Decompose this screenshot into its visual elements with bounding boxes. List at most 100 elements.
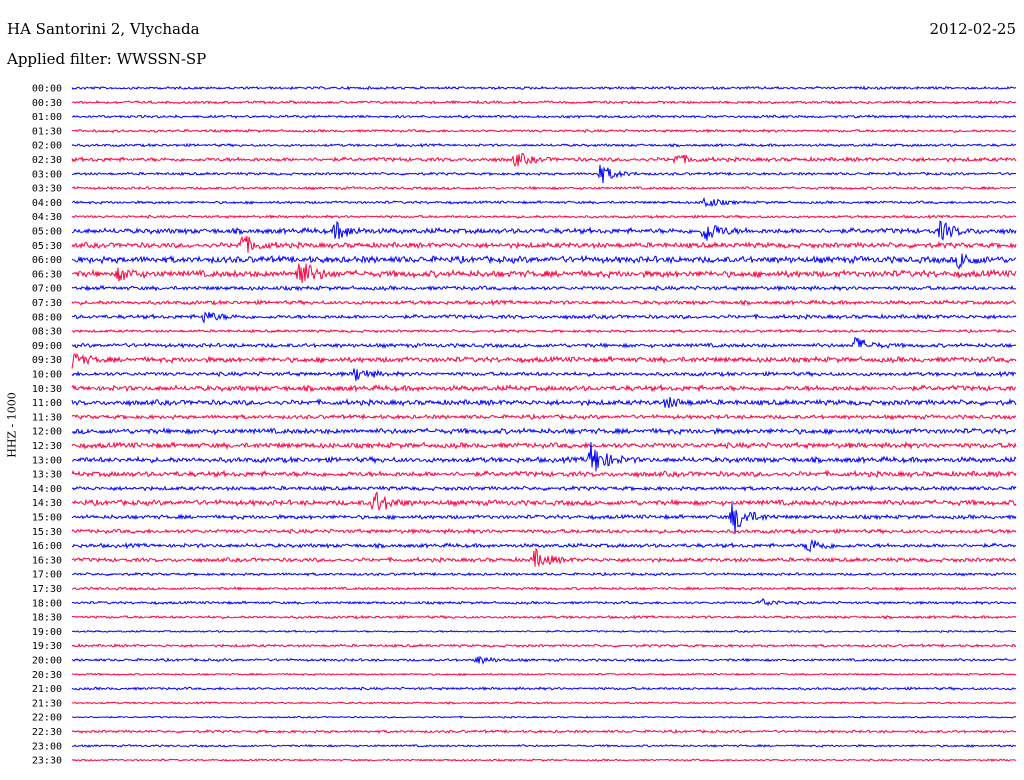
time-tick-label: 13:00: [32, 455, 62, 466]
time-tick-label: 07:30: [32, 298, 62, 309]
time-tick-label: 16:00: [32, 541, 62, 552]
trace-line: [71, 99, 1017, 105]
time-tick-label: 11:30: [32, 412, 62, 423]
time-tick-label: 04:00: [32, 198, 62, 209]
time-tick-label: 17:30: [32, 584, 62, 595]
time-tick-label: 09:30: [32, 355, 62, 366]
trace-line: [71, 368, 1017, 382]
time-tick-label: 08:00: [32, 312, 62, 323]
trace-line: [72, 571, 1017, 577]
trace-line: [71, 196, 1017, 208]
trace-line: [71, 538, 1017, 553]
time-tick-label: 23:30: [32, 756, 62, 767]
time-tick-label: 03:00: [32, 169, 62, 180]
trace-line: [71, 597, 1017, 607]
time-tick-label: 22:30: [32, 727, 62, 738]
trace-line: [71, 442, 1017, 472]
time-tick-label: 17:00: [32, 570, 62, 581]
trace-line: [71, 383, 1017, 393]
trace-line: [71, 629, 1017, 634]
trace-line: [71, 715, 1017, 719]
trace-line: [71, 128, 1017, 134]
trace-line: [71, 298, 1017, 307]
trace-line: [71, 701, 1017, 705]
time-tick-label: 15:30: [32, 527, 62, 538]
time-tick-label: 01:30: [32, 126, 62, 137]
trace-line: [71, 412, 1017, 421]
time-tick-label: 20:30: [32, 670, 62, 681]
trace-line: [71, 85, 1017, 91]
time-tick-label: 01:00: [32, 112, 62, 123]
time-tick-label: 22:00: [32, 713, 62, 724]
time-tick-label: 05:30: [32, 241, 62, 252]
time-tick-label: 00:30: [32, 98, 62, 109]
trace-line: [71, 484, 1017, 492]
time-tick-label: 00:00: [32, 84, 62, 95]
time-tick-label: 05:00: [32, 227, 62, 238]
trace-line: [71, 548, 1017, 568]
trace-line: [71, 527, 1017, 536]
trace-line: [71, 396, 1017, 409]
trace-line: [71, 214, 1017, 220]
trace-line: [71, 469, 1017, 479]
trace-line: [71, 152, 1017, 167]
time-tick-label: 23:00: [32, 741, 62, 752]
trace-line: [71, 426, 1017, 436]
time-tick-label: 06:30: [32, 269, 62, 280]
time-tick-label: 09:00: [32, 341, 62, 352]
trace-line: [71, 686, 1017, 692]
trace-line: [71, 728, 1017, 734]
trace-line: [71, 614, 1017, 620]
trace-line: [71, 643, 1017, 649]
time-tick-label: 07:00: [32, 284, 62, 295]
trace-line: [71, 503, 1017, 534]
trace-line: [71, 586, 1017, 591]
trace-line: [71, 114, 1017, 120]
time-tick-label: 14:30: [32, 498, 62, 509]
time-tick-label: 15:00: [32, 513, 62, 524]
time-tick-label: 04:30: [32, 212, 62, 223]
time-tick-labels: 00:00 00:30 01:00 01:30 02:00 02:30 03:00 03:30…: [32, 84, 62, 767]
time-tick-label: 13:30: [32, 470, 62, 481]
trace-line: [71, 328, 1017, 334]
trace-line: [71, 185, 1017, 191]
time-tick-label: 10:00: [32, 370, 62, 381]
time-tick-label: 19:00: [32, 627, 62, 638]
time-tick-label: 16:30: [32, 555, 62, 566]
time-tick-label: 18:30: [32, 613, 62, 624]
seismic-traces: [71, 85, 1017, 762]
time-tick-label: 06:00: [32, 255, 62, 266]
time-tick-label: 02:30: [32, 155, 62, 166]
time-tick-label: 03:30: [32, 184, 62, 195]
time-tick-label: 02:00: [32, 141, 62, 152]
trace-line: [71, 263, 1017, 284]
time-tick-label: 21:00: [32, 684, 62, 695]
filter-label: Applied filter: WWSSN-SP: [7, 50, 207, 68]
trace-line: [71, 336, 1017, 349]
trace-line: [71, 352, 1017, 369]
time-tick-label: 10:30: [32, 384, 62, 395]
time-tick-label: 19:30: [32, 641, 62, 652]
trace-line: [71, 253, 1017, 270]
time-tick-label: 21:30: [32, 698, 62, 709]
trace-line: [71, 142, 1017, 148]
time-tick-label: 12:30: [32, 441, 62, 452]
time-tick-label: 12:00: [32, 427, 62, 438]
time-tick-label: 20:00: [32, 656, 62, 667]
trace-line: [71, 491, 1017, 512]
trace-line: [71, 220, 1017, 241]
trace-line: [71, 311, 1017, 324]
time-tick-label: 14:00: [32, 484, 62, 495]
station-title: HA Santorini 2, Vlychada: [7, 20, 200, 38]
trace-line: [71, 164, 1017, 184]
date-label: 2012-02-25: [929, 20, 1016, 38]
time-tick-label: 08:30: [32, 327, 62, 338]
trace-line: [71, 672, 1017, 677]
time-tick-label: 18:00: [32, 598, 62, 609]
trace-line: [71, 235, 1017, 253]
trace-line: [71, 284, 1017, 292]
trace-line: [71, 655, 1017, 665]
trace-line: [71, 440, 1017, 451]
time-tick-label: 11:00: [32, 398, 62, 409]
